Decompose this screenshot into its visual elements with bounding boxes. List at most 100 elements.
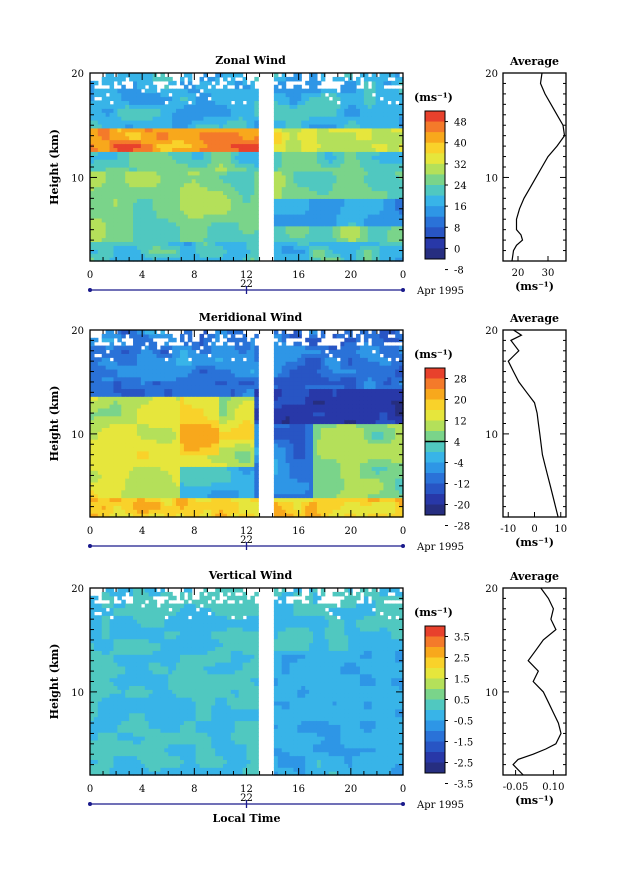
heatmap-cell: [395, 167, 400, 172]
heatmap-cell: [164, 423, 169, 428]
heatmap-cell: [101, 419, 107, 425]
heatmap-cell: [97, 163, 103, 168]
heatmap-cell: [101, 353, 107, 358]
heatmap-cell: [140, 442, 146, 448]
heatmap-cell: [172, 505, 177, 510]
heatmap-cell: [164, 104, 169, 109]
heatmap-cell: [148, 361, 154, 366]
heatmap-cell: [117, 509, 122, 514]
heatmap-cell: [93, 127, 99, 133]
heatmap-cell: [183, 357, 189, 362]
heatmap-cell: [172, 135, 177, 141]
heatmap-cell: [391, 186, 396, 192]
heatmap-cell: [238, 135, 244, 141]
heatmap-cell: [179, 190, 185, 196]
heatmap-cell: [215, 170, 220, 176]
heatmap-cell: [375, 214, 381, 219]
heatmap-cell: [199, 419, 205, 425]
heatmap-cell: [168, 217, 173, 223]
heatmap-cell: [371, 241, 377, 246]
heatmap-cell: [391, 96, 396, 102]
heatmap-cell: [144, 357, 150, 362]
heatmap-cell: [293, 174, 298, 180]
heatmap-cell: [156, 100, 162, 105]
heatmap-cell: [313, 143, 318, 149]
heatmap-cell: [242, 116, 248, 121]
heatmap-cell: [93, 88, 99, 94]
heatmap-cell: [125, 407, 130, 413]
heatmap-cell: [160, 400, 165, 405]
heatmap-cell: [383, 116, 388, 121]
heatmap-cell: [195, 108, 201, 113]
heatmap-cell: [223, 253, 228, 258]
heatmap-cell: [371, 221, 377, 227]
heatmap-cell: [352, 170, 357, 176]
heatmap-cell: [391, 206, 396, 211]
heatmap-cell: [293, 245, 298, 250]
heatmap-cell: [250, 198, 255, 203]
heatmap-cell: [140, 400, 146, 405]
heatmap-cell: [203, 170, 208, 176]
heatmap-cell: [285, 217, 291, 223]
heatmap-cell: [238, 253, 244, 258]
heatmap-cell: [383, 112, 388, 117]
heatmap-cell: [379, 155, 385, 160]
heatmap-cell: [203, 155, 208, 160]
heatmap-cell: [395, 233, 400, 239]
heatmap-cell: [391, 116, 396, 121]
heatmap-cell: [129, 466, 134, 471]
heatmap-cell: [133, 333, 138, 339]
heatmap-cell: [117, 384, 122, 390]
heatmap-cell: [399, 120, 404, 125]
heatmap-cell: [293, 135, 298, 141]
heatmap-cell: [226, 253, 232, 258]
heatmap-cell: [133, 341, 138, 347]
heatmap-cell: [136, 368, 142, 374]
heatmap-cell: [289, 120, 295, 125]
heatmap-cell: [176, 186, 181, 192]
heatmap-cell: [136, 155, 142, 160]
heatmap-cell: [97, 127, 103, 133]
heatmap-cell: [371, 202, 377, 207]
heatmap-cell: [238, 186, 244, 192]
heatmap-cell: [148, 380, 154, 386]
heatmap-cell: [273, 108, 279, 113]
heatmap-cell: [113, 174, 118, 180]
heatmap-cell: [97, 431, 103, 436]
heatmap-cell: [109, 349, 115, 354]
heatmap-cell: [195, 143, 201, 149]
heatmap-cell: [117, 221, 122, 227]
heatmap-cell: [246, 233, 252, 239]
heatmap-cell: [363, 178, 369, 184]
heatmap-cell: [305, 257, 310, 262]
heatmap-cell: [148, 214, 154, 219]
heatmap-cell: [90, 249, 95, 254]
heatmap-cell: [121, 474, 126, 479]
heatmap-cell: [395, 88, 400, 94]
heatmap-cell: [242, 217, 248, 223]
heatmap-cell: [144, 92, 150, 98]
heatmap-cell: [133, 210, 138, 215]
heatmap-cell: [109, 419, 115, 425]
heatmap-cell: [129, 100, 134, 105]
heatmap-cell: [125, 478, 130, 483]
heatmap-cell: [117, 450, 122, 456]
heatmap-cell: [183, 108, 189, 113]
heatmap-cell: [117, 423, 122, 428]
heatmap-cell: [148, 396, 154, 401]
heatmap-cell: [207, 237, 212, 243]
heatmap-cell: [281, 253, 287, 258]
heatmap-cell: [156, 372, 162, 378]
heatmap-cell: [375, 225, 381, 231]
heatmap-cell: [90, 427, 95, 432]
heatmap-cell: [395, 80, 400, 86]
heatmap-cell: [168, 241, 173, 246]
heatmap-cell: [234, 257, 240, 262]
heatmap-cell: [199, 84, 205, 90]
heatmap-cell: [352, 120, 357, 125]
heatmap-cell: [371, 190, 377, 196]
heatmap-cell: [316, 194, 322, 199]
heatmap-cell: [199, 151, 205, 156]
heatmap-cell: [332, 96, 338, 102]
heatmap-cell: [160, 404, 165, 409]
